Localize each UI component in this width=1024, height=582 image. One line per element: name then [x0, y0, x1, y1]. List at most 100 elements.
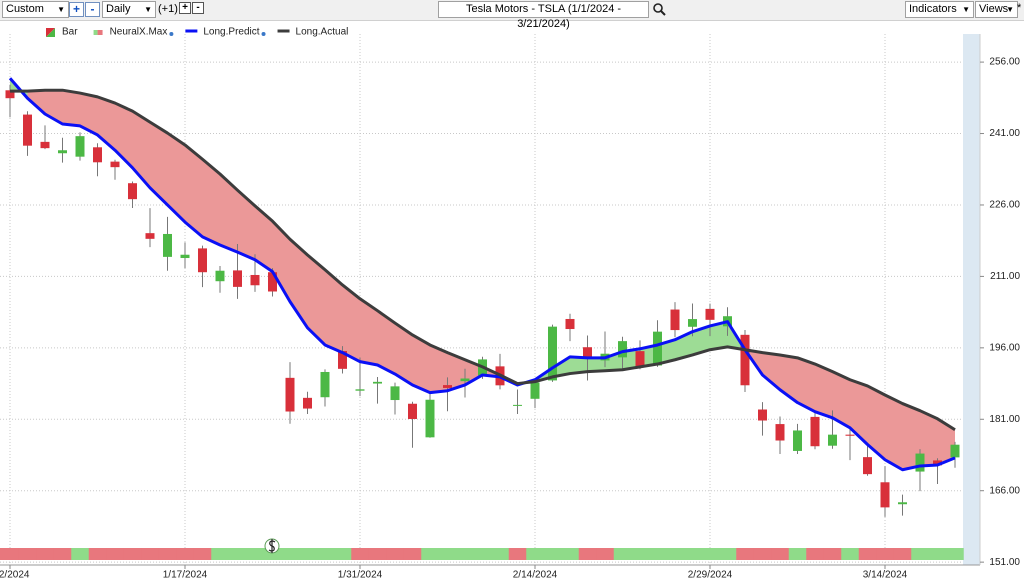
- pin[interactable]: *: [1017, 2, 1022, 14]
- legend-label: NeuralX.Max: [110, 27, 168, 38]
- offset-add[interactable]: +: [179, 2, 191, 14]
- band: [920, 410, 938, 466]
- legend-label: Long.Actual: [296, 27, 349, 38]
- views-text: Views: [979, 3, 1009, 15]
- signal-segment: [561, 548, 580, 560]
- candle-body: [373, 381, 382, 384]
- candle-body: [933, 460, 942, 466]
- caret: ▼: [1006, 5, 1014, 14]
- candle-body: [845, 434, 855, 436]
- band: [220, 174, 238, 253]
- candle-body: [408, 403, 417, 419]
- candle-body: [793, 430, 802, 451]
- y-tick-label: 241.00: [989, 128, 1020, 139]
- range-select[interactable]: Custom ▼: [2, 1, 69, 18]
- signal-segment: [823, 548, 842, 560]
- candle-body: [180, 254, 190, 259]
- candle-body: [758, 409, 767, 421]
- band: [307, 254, 325, 345]
- signal-segment: [368, 548, 387, 560]
- line-series: [10, 88, 956, 432]
- signal-segment: [876, 548, 895, 560]
- signal-segment: [298, 548, 317, 560]
- band: [360, 298, 378, 365]
- band: [272, 221, 290, 302]
- y-tick-label: 151.00: [989, 557, 1020, 568]
- signal-segment: [281, 548, 300, 560]
- band: [587, 357, 605, 372]
- candle-body: [810, 416, 820, 447]
- y-tick-label: 166.00: [989, 485, 1020, 496]
- legend-label: Long.Predict: [203, 27, 259, 38]
- candle-body: [565, 318, 575, 330]
- signal-segment: [578, 548, 597, 560]
- candle-body: [75, 136, 85, 157]
- caret: ▼: [57, 5, 65, 14]
- candle-body: [653, 331, 662, 366]
- candle-body: [583, 347, 592, 359]
- toolbar: Custom ▼ + - Daily ▼ (+1) + - Tesla Motors…: [0, 0, 1024, 30]
- candle-body: [915, 453, 925, 472]
- band: [850, 379, 868, 445]
- band: [570, 356, 588, 374]
- candle-body: [635, 351, 645, 368]
- candle-body: [530, 382, 540, 399]
- signal-segment: [36, 548, 55, 560]
- legend-settings-dot: [169, 32, 174, 36]
- signal-segment: [491, 548, 510, 560]
- band: [832, 371, 850, 428]
- band: [447, 352, 465, 391]
- signal-segment: [316, 548, 335, 560]
- signal-segment: [946, 548, 964, 560]
- signal-segment: [666, 548, 685, 560]
- signal-segment: [543, 548, 562, 560]
- signal-segment: [928, 548, 947, 560]
- band: [692, 325, 710, 355]
- signal-segment: [71, 548, 90, 560]
- band: [237, 190, 255, 260]
- signal-segment: [911, 548, 930, 560]
- band: [150, 122, 168, 205]
- candle-body: [110, 161, 120, 168]
- band: [762, 352, 780, 390]
- signal-segment: [771, 548, 790, 560]
- candle-body: [548, 326, 557, 381]
- signal-segment: [683, 548, 702, 560]
- candle-body: [215, 270, 225, 282]
- views-button[interactable]: Views ▼: [975, 1, 1018, 18]
- indicators-button[interactable]: Indicators ▼: [905, 1, 974, 18]
- signal-segment: [18, 548, 37, 560]
- candle-body: [338, 351, 347, 369]
- candle-body: [93, 147, 102, 163]
- zoom-out[interactable]: -: [85, 2, 100, 17]
- band: [27, 90, 45, 115]
- candle-body: [285, 377, 295, 412]
- signal-segment: [88, 548, 107, 560]
- signal-segment: [753, 548, 772, 560]
- signal-segment: [0, 548, 20, 560]
- signal-segment: [333, 548, 352, 560]
- chart: 151.00 166.00 181.00 196.00 211.00 226.00 241.…: [0, 27, 1020, 581]
- band: [167, 133, 185, 223]
- candle-body: [250, 274, 260, 286]
- x-tick-label: 2/29/2024: [688, 570, 733, 581]
- candle-body: [443, 385, 452, 388]
- band: [885, 394, 903, 470]
- candle-body: [303, 397, 312, 409]
- legend-item: Bar: [46, 27, 78, 38]
- y-tick-label: 211.00: [990, 271, 1020, 282]
- offset-remove[interactable]: -: [192, 2, 204, 14]
- candle-body: [670, 309, 680, 331]
- signal-segment: [806, 548, 825, 560]
- signal-segment: [701, 548, 720, 560]
- signal-segment: [788, 548, 807, 560]
- zoom-in[interactable]: +: [69, 2, 84, 17]
- signal-segment: [613, 548, 632, 560]
- y-tick-label: 226.00: [989, 200, 1020, 211]
- search-icon[interactable]: [653, 3, 666, 16]
- interval-select[interactable]: Daily ▼: [102, 1, 156, 18]
- x-tick-label: 2/14/2024: [513, 570, 558, 581]
- candle-body: [880, 482, 890, 508]
- y-tick-label: 196.00: [989, 342, 1020, 353]
